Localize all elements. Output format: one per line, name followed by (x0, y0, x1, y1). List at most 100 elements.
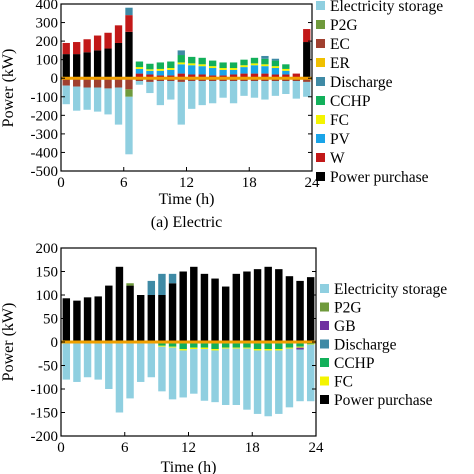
legend-swatch-p2g (316, 20, 325, 29)
bar-pv-15 (208, 68, 217, 76)
x-tick-label: 18 (245, 440, 260, 456)
bar-fc-13 (190, 347, 198, 350)
y-axis-label: Power (kW) (0, 49, 17, 128)
legend-label-cchp: CCHP (334, 355, 375, 372)
bar-cchp-13 (188, 56, 196, 64)
bars (62, 266, 315, 417)
bar-power-purchase-3 (83, 297, 92, 342)
y-tick-label: 200 (36, 34, 59, 50)
bar-p2g-7 (125, 89, 133, 97)
bar-electricity-storage-7 (125, 96, 133, 155)
bar-cchp-11 (168, 342, 177, 347)
bar-fc-21 (275, 349, 283, 351)
bar-pv-12 (177, 64, 185, 74)
bar-cchp-12 (177, 55, 185, 63)
bar-electricity-storage-16 (219, 81, 227, 98)
bar-w-23 (292, 73, 300, 79)
bar-pv-11 (167, 69, 175, 76)
bar-ec-24 (303, 78, 311, 82)
bar-power-purchase-4 (93, 50, 102, 79)
legend-swatch-w (316, 153, 325, 162)
bar-w-6 (114, 25, 123, 43)
y-tick-label: 0 (51, 335, 59, 351)
y-tick-label: -150 (31, 406, 59, 422)
y-tick-label: 0 (51, 71, 59, 87)
legend-label-discharge: Discharge (334, 337, 397, 354)
bar-ec-9 (146, 78, 154, 82)
bar-discharge-20 (261, 55, 269, 59)
bar-electricity-storage-13 (188, 81, 196, 109)
bar-electricity-storage-5 (105, 342, 113, 389)
y-tick-label: -400 (31, 145, 59, 161)
bar-power-purchase-4 (94, 296, 102, 342)
legend-swatch-er (316, 58, 325, 67)
y-tick-label: 300 (36, 16, 59, 32)
y-tick-label: 200 (36, 241, 59, 257)
bar-power-purchase-1 (62, 298, 71, 342)
legend-label-cchp: CCHP (330, 93, 371, 110)
bar-power-purchase-22 (285, 276, 294, 342)
y-tick-label: -200 (31, 429, 59, 445)
bar-cchp-14 (200, 342, 209, 348)
bar-cchp-15 (211, 342, 219, 350)
bar-ec-3 (83, 78, 91, 88)
bar-ec-1 (62, 78, 70, 86)
bar-power-purchase-1 (62, 54, 70, 79)
x-axis-label: Time (h) (161, 459, 217, 474)
legend-swatch-discharge (316, 77, 325, 86)
legend-label-fc: FC (330, 112, 349, 129)
bar-w-17 (229, 74, 238, 79)
legend-label-power-purchase: Power purchase (334, 392, 433, 409)
legend-swatch-fc (316, 115, 325, 124)
bar-power-purchase-5 (105, 285, 113, 342)
bar-power-purchase-2 (73, 54, 81, 79)
bar-electricity-storage-12 (179, 350, 187, 398)
y-tick-label: -500 (31, 164, 59, 180)
bar-w-20 (261, 73, 269, 79)
x-tick-label: 12 (179, 175, 194, 191)
bar-electricity-storage-21 (275, 350, 283, 414)
y-tick-label: -200 (31, 108, 59, 124)
bar-w-24 (303, 29, 311, 43)
bar-electricity-storage-14 (200, 349, 209, 401)
bar-cchp-16 (219, 62, 227, 69)
bar-fc-14 (198, 64, 206, 67)
bar-ec-2 (73, 78, 81, 87)
bar-discharge-11 (168, 273, 177, 284)
legend-label-discharge: Discharge (330, 74, 393, 91)
y-tick-label: 100 (36, 288, 59, 304)
bar-power-purchase-19 (253, 269, 262, 342)
bar-cchp-19 (253, 342, 262, 350)
bar-electricity-storage-19 (253, 350, 262, 414)
bar-electricity-storage-10 (158, 346, 166, 392)
bar-w-9 (146, 74, 154, 79)
bar-electricity-storage-6 (114, 87, 123, 125)
bar-electricity-storage-17 (229, 81, 238, 104)
bar-power-purchase-10 (158, 295, 166, 342)
legend-swatch-gb (320, 321, 329, 330)
bar-electricity-storage-11 (167, 81, 175, 100)
bar-power-purchase-23 (296, 280, 304, 342)
bar-w-5 (104, 32, 112, 49)
bar-cchp-18 (243, 342, 251, 348)
bar-electricity-storage-23 (292, 81, 300, 99)
bar-fc-10 (156, 68, 165, 71)
bar-electricity-storage-6 (115, 342, 124, 413)
bar-electricity-storage-4 (94, 342, 102, 380)
bar-electricity-storage-20 (264, 350, 272, 417)
bar-electricity-storage-21 (271, 81, 280, 96)
bar-w-21 (271, 74, 280, 79)
bar-power-purchase-16 (221, 286, 230, 342)
bar-fc-19 (250, 63, 259, 66)
bar-fc-18 (243, 347, 251, 349)
bar-fc-14 (200, 347, 209, 350)
bar-electricity-storage-14 (198, 81, 206, 106)
bar-fc-20 (264, 349, 272, 351)
legend-label-gb: GB (334, 318, 356, 335)
bar-p2g-7 (126, 283, 134, 286)
y-tick-label: -100 (31, 382, 59, 398)
legend-swatch-cchp (316, 96, 325, 105)
bar-electricity-storage-15 (208, 81, 217, 104)
